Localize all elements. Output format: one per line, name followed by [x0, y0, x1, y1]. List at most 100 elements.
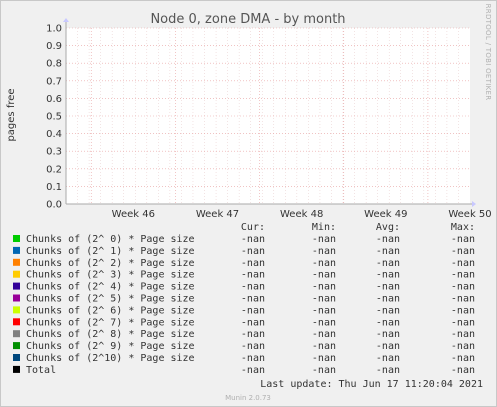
legend-value-cur: -nan: [241, 246, 265, 257]
legend: Cur: Min: Avg: Max: Chunks of (2^ 0) * Page …: [13, 222, 475, 376]
legend-value-cur: -nan: [241, 234, 265, 245]
y-tick-label: 0.9: [46, 41, 62, 52]
legend-value-min: -nan: [312, 282, 336, 293]
legend-value-avg: -nan: [376, 353, 400, 364]
axes: [63, 18, 476, 207]
y-tick-label: 0.0: [46, 200, 62, 211]
legend-value-cur: -nan: [241, 294, 265, 305]
legend-series-name: Chunks of (2^ 7) * Page size: [26, 317, 195, 328]
legend-swatch: [13, 354, 20, 361]
legend-value-cur: -nan: [241, 329, 265, 340]
chart-title: Node 0, zone DMA - by month: [150, 12, 345, 27]
legend-value-avg: -nan: [376, 294, 400, 305]
y-tick-label: 0.3: [46, 147, 62, 158]
grid: [66, 27, 470, 205]
legend-value-cur: -nan: [241, 258, 265, 269]
legend-value-min: -nan: [312, 234, 336, 245]
legend-value-max: -nan: [451, 282, 475, 293]
x-tick-label: Week 47: [196, 209, 239, 220]
legend-value-min: -nan: [312, 329, 336, 340]
legend-value-min: -nan: [312, 246, 336, 257]
munin-version: Munin 2.0.73: [225, 394, 271, 402]
legend-value-avg: -nan: [376, 317, 400, 328]
legend-value-avg: -nan: [376, 258, 400, 269]
last-update: Last update: Thu Jun 17 11:20:04 2021: [260, 379, 483, 390]
legend-value-min: -nan: [312, 294, 336, 305]
legend-value-avg: -nan: [376, 365, 400, 376]
legend-value-max: -nan: [451, 317, 475, 328]
legend-value-min: -nan: [312, 305, 336, 316]
legend-series-name: Chunks of (2^ 0) * Page size: [26, 234, 195, 245]
legend-value-avg: -nan: [376, 305, 400, 316]
legend-value-max: -nan: [451, 246, 475, 257]
legend-value-max: -nan: [451, 234, 475, 245]
legend-series-name: Chunks of (2^ 3) * Page size: [26, 270, 195, 281]
legend-swatch: [13, 365, 20, 373]
legend-swatch: [13, 235, 20, 242]
y-tick-label: 0.4: [46, 129, 62, 140]
x-tick-label: Week 50: [448, 209, 491, 220]
legend-series-name: Chunks of (2^10) * Page size: [26, 353, 195, 364]
legend-value-max: -nan: [451, 353, 475, 364]
legend-value-cur: -nan: [241, 305, 265, 316]
x-tick-label: Week 49: [364, 209, 407, 220]
legend-series-name: Chunks of (2^ 9) * Page size: [26, 341, 195, 352]
y-tick-labels: 0.0 0.1 0.2 0.3 0.4 0.5 0.6 0.7 0.8 0.9 1.0: [46, 24, 62, 211]
legend-value-avg: -nan: [376, 234, 400, 245]
x-tick-labels: Week 46 Week 47 Week 48 Week 49 Week 50: [112, 209, 492, 220]
x-tick-label: Week 46: [112, 209, 155, 220]
legend-swatch: [13, 282, 20, 290]
legend-value-min: -nan: [312, 270, 336, 281]
legend-value-min: -nan: [312, 317, 336, 328]
rrdtool-side-label: RRDTOOL / TOBI OETIKER: [484, 4, 492, 101]
legend-value-max: -nan: [451, 341, 475, 352]
legend-swatch: [13, 246, 20, 254]
legend-swatch: [13, 306, 20, 314]
y-tick-label: 0.5: [46, 112, 62, 123]
y-tick-label: 1.0: [46, 24, 62, 35]
legend-value-max: -nan: [451, 329, 475, 340]
x-tick-label: Week 48: [280, 209, 323, 220]
legend-swatch: [13, 330, 20, 338]
legend-series-name: Chunks of (2^ 4) * Page size: [26, 282, 195, 293]
legend-value-avg: -nan: [376, 270, 400, 281]
y-tick-label: 0.1: [46, 182, 62, 193]
y-axis-label: pages free: [6, 88, 17, 141]
legend-swatch: [13, 258, 20, 266]
legend-value-max: -nan: [451, 294, 475, 305]
legend-swatch: [13, 270, 20, 278]
legend-series-name: Chunks of (2^ 1) * Page size: [26, 246, 195, 257]
legend-series-name: Chunks of (2^ 2) * Page size: [26, 258, 195, 269]
legend-value-max: -nan: [451, 258, 475, 269]
y-tick-label: 0.2: [46, 164, 62, 175]
legend-value-min: -nan: [312, 365, 336, 376]
legend-value-cur: -nan: [241, 270, 265, 281]
legend-column-header: Avg:: [376, 222, 400, 233]
legend-column-header: Max:: [451, 222, 475, 233]
legend-value-cur: -nan: [241, 365, 265, 376]
legend-column-header: Min:: [312, 222, 336, 233]
legend-value-cur: -nan: [241, 341, 265, 352]
legend-column-header: Cur:: [241, 222, 265, 233]
legend-series-name: Total: [26, 365, 56, 376]
x-axis-arrow: [472, 201, 476, 207]
legend-series-name: Chunks of (2^ 8) * Page size: [26, 329, 195, 340]
y-tick-label: 0.7: [46, 76, 62, 87]
legend-value-avg: -nan: [376, 329, 400, 340]
legend-value-avg: -nan: [376, 246, 400, 257]
legend-swatch: [13, 342, 20, 350]
legend-value-cur: -nan: [241, 282, 265, 293]
legend-series-name: Chunks of (2^ 5) * Page size: [26, 294, 195, 305]
legend-value-cur: -nan: [241, 317, 265, 328]
legend-swatch: [13, 294, 20, 302]
y-tick-label: 0.6: [46, 94, 62, 105]
legend-swatch: [13, 318, 20, 326]
legend-value-min: -nan: [312, 341, 336, 352]
legend-value-max: -nan: [451, 365, 475, 376]
legend-value-min: -nan: [312, 258, 336, 269]
legend-series-name: Chunks of (2^ 6) * Page size: [26, 305, 195, 316]
legend-value-min: -nan: [312, 353, 336, 364]
legend-value-max: -nan: [451, 305, 475, 316]
legend-value-max: -nan: [451, 270, 475, 281]
